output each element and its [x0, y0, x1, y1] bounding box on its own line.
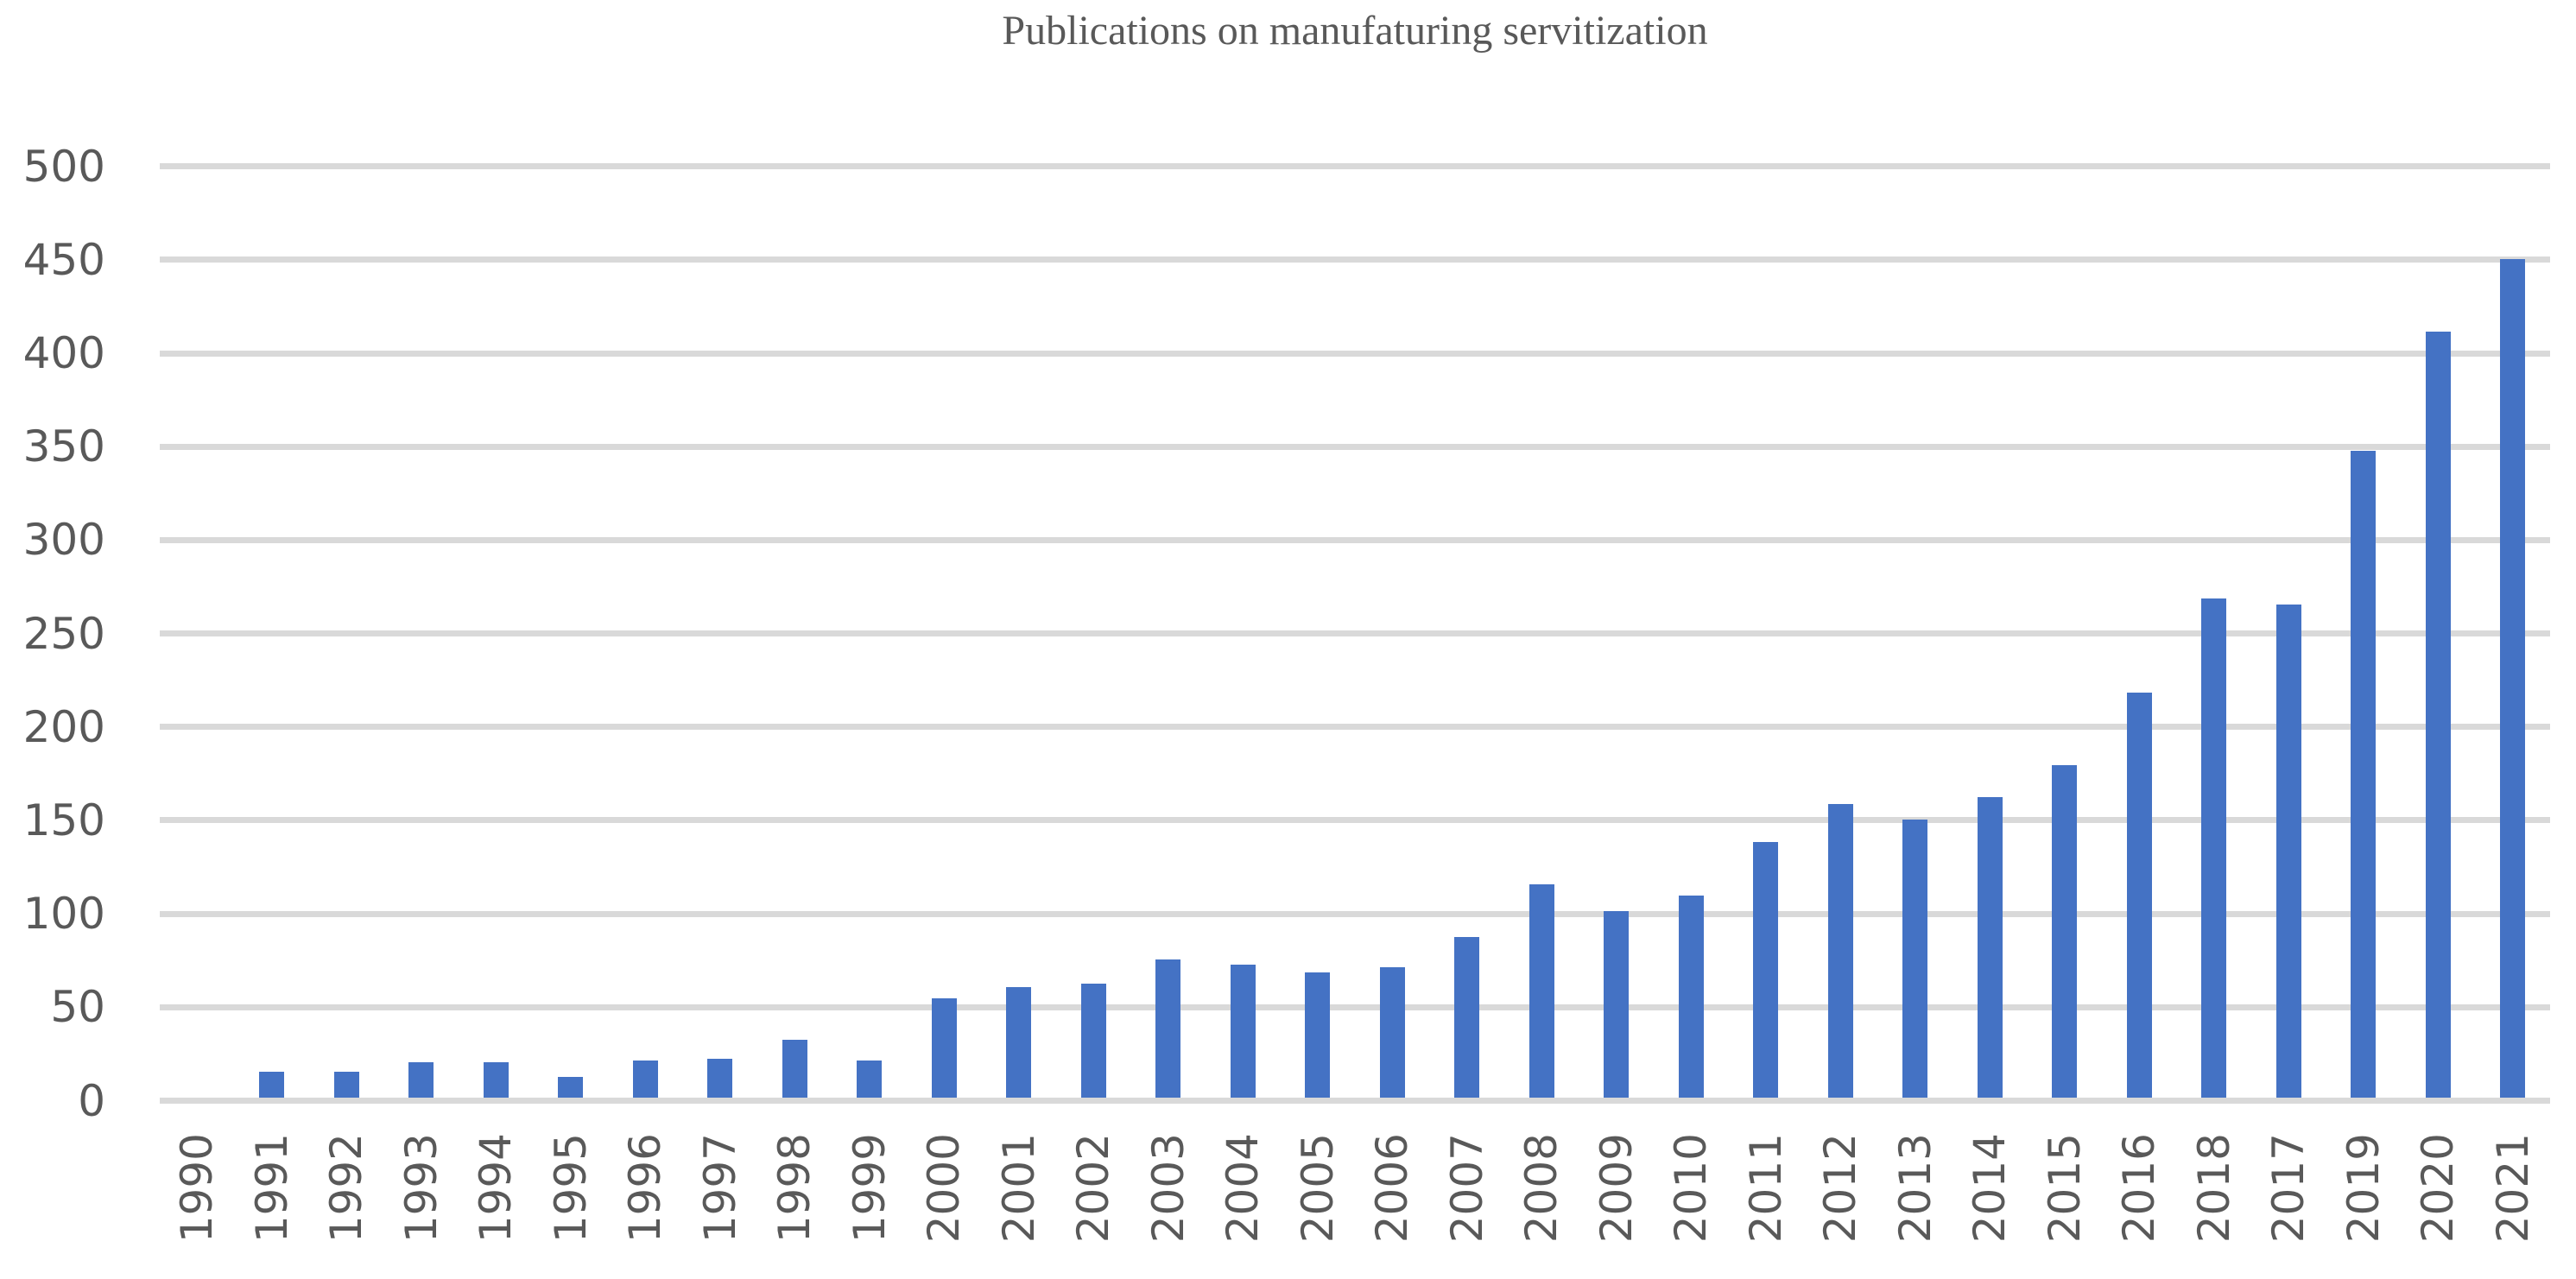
bar	[1380, 967, 1405, 1098]
bar	[1753, 842, 1778, 1098]
bar	[2426, 332, 2451, 1098]
x-tick-label: 1997	[694, 1133, 745, 1244]
x-tick-label: 2001	[993, 1133, 1044, 1244]
bar	[707, 1059, 732, 1098]
x-tick-label: 2008	[1516, 1133, 1567, 1244]
gridline	[160, 1098, 2550, 1104]
x-tick-label: 1999	[844, 1133, 895, 1244]
y-tick-label: 50	[50, 982, 105, 1033]
gridline	[160, 256, 2550, 263]
x-tick-label: 2005	[1292, 1133, 1343, 1244]
gridline	[160, 163, 2550, 170]
bar	[2351, 451, 2376, 1098]
bar	[1231, 965, 1256, 1098]
x-tick-label: 1996	[620, 1133, 671, 1244]
y-tick-label: 300	[22, 515, 105, 566]
bar	[334, 1072, 359, 1098]
bar	[782, 1040, 807, 1098]
x-tick-label: 1992	[321, 1133, 372, 1244]
bar	[2052, 765, 2077, 1098]
bar	[259, 1072, 284, 1098]
bar	[1529, 884, 1554, 1098]
y-tick-label: 350	[22, 421, 105, 472]
gridline	[160, 350, 2550, 357]
y-tick-label: 200	[22, 701, 105, 752]
y-tick-label: 450	[22, 234, 105, 285]
bar	[932, 998, 957, 1098]
x-tick-label: 2006	[1367, 1133, 1418, 1244]
y-tick-label: 250	[22, 608, 105, 659]
bar	[1081, 984, 1106, 1098]
gridline	[160, 630, 2550, 637]
bar	[1006, 987, 1031, 1098]
x-tick-label: 2007	[1441, 1133, 1492, 1244]
y-tick-label: 400	[22, 328, 105, 379]
bar	[1978, 797, 2003, 1098]
x-tick-label: 2020	[2413, 1133, 2464, 1244]
bar	[1454, 937, 1479, 1098]
x-tick-label: 2012	[1815, 1133, 1866, 1244]
chart-title: Publications on manufaturing servitizati…	[1002, 8, 1708, 54]
x-tick-label: 2016	[2114, 1133, 2165, 1244]
x-tick-label: 2010	[1666, 1133, 1717, 1244]
gridline	[160, 443, 2550, 450]
x-tick-label: 1995	[545, 1133, 596, 1244]
x-tick-label: 2002	[1068, 1133, 1119, 1244]
gridline	[160, 817, 2550, 824]
bar	[1155, 959, 1180, 1098]
bar	[1902, 820, 1927, 1098]
bar	[2500, 259, 2525, 1098]
bar	[1679, 896, 1704, 1098]
bar	[857, 1061, 882, 1098]
bar	[1828, 804, 1853, 1098]
x-tick-label: 2017	[2263, 1133, 2314, 1244]
bar	[1604, 911, 1629, 1098]
bar	[558, 1077, 583, 1098]
x-tick-label: 2015	[2039, 1133, 2090, 1244]
gridline	[160, 910, 2550, 917]
x-tick-label: 1991	[246, 1133, 297, 1244]
x-tick-label: 2021	[2487, 1133, 2538, 1244]
x-tick-label: 2011	[1740, 1133, 1791, 1244]
bar	[2201, 598, 2226, 1098]
bar	[408, 1062, 434, 1098]
y-tick-label: 0	[78, 1075, 105, 1126]
gridline	[160, 1004, 2550, 1010]
x-tick-label: 1990	[172, 1133, 223, 1244]
y-tick-label: 500	[22, 141, 105, 192]
bar	[1305, 972, 1330, 1098]
x-tick-label: 2004	[1218, 1133, 1269, 1244]
gridline	[160, 724, 2550, 731]
x-tick-label: 2018	[2188, 1133, 2239, 1244]
x-tick-label: 2009	[1591, 1133, 1642, 1244]
bar	[2276, 605, 2301, 1098]
x-tick-label: 2003	[1142, 1133, 1193, 1244]
y-tick-label: 100	[22, 889, 105, 940]
x-tick-label: 2013	[1889, 1133, 1940, 1244]
bar	[2127, 693, 2152, 1098]
bar	[484, 1062, 509, 1098]
x-tick-label: 1993	[396, 1133, 446, 1244]
x-tick-label: 1998	[769, 1133, 820, 1244]
bar	[633, 1061, 658, 1098]
x-tick-label: 2019	[2338, 1133, 2389, 1244]
y-tick-label: 150	[22, 795, 105, 845]
gridline	[160, 536, 2550, 543]
x-tick-label: 2000	[919, 1133, 970, 1244]
x-tick-label: 1994	[471, 1133, 522, 1244]
x-tick-label: 2014	[1965, 1133, 2016, 1244]
